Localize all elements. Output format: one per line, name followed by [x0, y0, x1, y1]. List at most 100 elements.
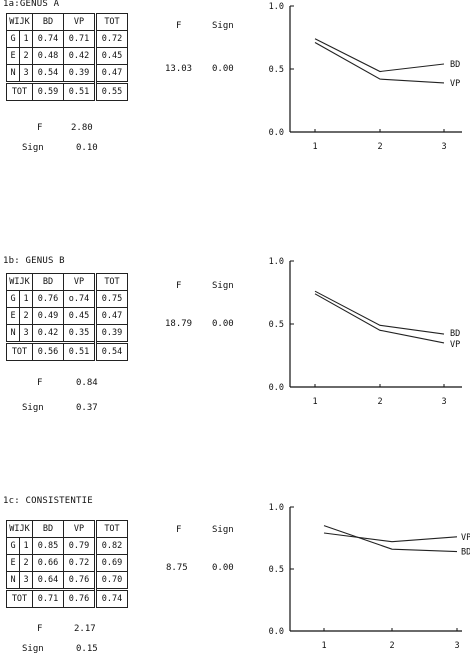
group-letter: E: [6, 554, 20, 572]
table-header-row: WIJK BD VP TOT: [6, 520, 128, 538]
series-line-bd: [314, 290, 445, 335]
total-row: TOT 0.71 0.76 0.74: [6, 588, 128, 608]
y-tick-label: 1.0: [269, 2, 284, 12]
col-sign-label: Sign: [22, 143, 44, 153]
table-row: E 2 0.49 0.45 0.47: [6, 307, 128, 325]
header-bd: BD: [32, 273, 64, 291]
y-tick-label: 0.0: [269, 627, 284, 637]
row-number: 3: [19, 64, 33, 83]
series-line-vp: [323, 532, 458, 543]
sign-header: Sign: [212, 525, 234, 535]
f-header: F: [176, 525, 182, 535]
row-sign-value: 0.00: [212, 319, 234, 329]
cell-tot: 0.82: [94, 537, 128, 555]
header-tot: TOT: [94, 273, 128, 291]
line-chart-genus-a: 0.0 0.5 1.0 1 2 3 BD VP: [269, 2, 462, 152]
row-number: 2: [19, 554, 33, 572]
table-header-row: WIJK BD VP TOT: [6, 13, 128, 31]
x-tick-label: 1: [312, 142, 317, 152]
col-f-label: F: [37, 624, 43, 634]
col-sign-label: Sign: [22, 403, 44, 413]
series-label-vp: VP: [461, 533, 470, 543]
total-tot: 0.55: [94, 81, 128, 101]
total-vp: 0.51: [63, 341, 96, 361]
means-table: WIJK BD VP TOT G 1 0.76 o.74 0.75 E 2 0.…: [6, 273, 128, 361]
x-tick-label: 2: [377, 397, 382, 407]
cell-vp: 0.45: [63, 307, 96, 325]
cell-vp: 0.35: [63, 324, 96, 343]
group-letter: G: [6, 30, 20, 48]
header-wijk: WIJK: [6, 13, 33, 31]
header-vp: VP: [63, 13, 96, 31]
table-row: E 2 0.48 0.42 0.45: [6, 47, 128, 65]
total-label: TOT: [6, 588, 33, 608]
group-letter: N: [6, 571, 20, 590]
col-f-value: 0.84: [76, 378, 98, 388]
cell-tot: 0.47: [94, 307, 128, 325]
table-row: N 3 0.42 0.35 0.39: [6, 324, 128, 343]
x-tick-label: 2: [389, 641, 394, 651]
series-label-vp: VP: [450, 340, 460, 350]
group-letter: E: [6, 47, 20, 65]
cell-tot: 0.45: [94, 47, 128, 65]
row-number: 2: [19, 47, 33, 65]
cell-bd: 0.74: [32, 30, 64, 48]
group-letter: G: [6, 537, 20, 555]
means-table: WIJK BD VP TOT G 1 0.85 0.79 0.82 E 2 0.…: [6, 520, 128, 608]
header-vp: VP: [63, 273, 96, 291]
cell-vp: 0.42: [63, 47, 96, 65]
row-number: 3: [19, 324, 33, 343]
panel-genus-b: 1b: GENUS B WIJK BD VP TOT G 1 0.76 o.74…: [0, 250, 470, 430]
header-tot: TOT: [94, 13, 128, 31]
cell-vp: 0.79: [63, 537, 96, 555]
table-row: E 2 0.66 0.72 0.69: [6, 554, 128, 572]
f-header: F: [176, 281, 182, 291]
header-vp: VP: [63, 520, 96, 538]
cell-bd: 0.85: [32, 537, 64, 555]
cell-bd: 0.54: [32, 64, 64, 83]
series-label-bd: BD: [461, 548, 470, 558]
series-line-vp: [314, 293, 445, 344]
col-sign-label: Sign: [22, 644, 44, 654]
total-bd: 0.56: [32, 341, 64, 361]
col-f-value: 2.80: [71, 123, 93, 133]
series-line-vp: [314, 42, 445, 84]
total-tot: 0.54: [94, 341, 128, 361]
total-vp: 0.76: [63, 588, 96, 608]
col-f-value: 2.17: [74, 624, 96, 634]
series-line-bd: [314, 38, 445, 73]
row-sign-value: 0.00: [212, 563, 234, 573]
y-tick-label: 0.0: [269, 383, 284, 393]
panel-genus-a: 1a:GENUS A WIJK BD VP TOT G 1 0.74 0.71 …: [0, 0, 470, 200]
group-letter: N: [6, 324, 20, 343]
cell-tot: 0.47: [94, 64, 128, 83]
group-letter: E: [6, 307, 20, 325]
y-tick-label: 1.0: [269, 257, 284, 267]
cell-vp: 0.71: [63, 30, 96, 48]
row-number: 1: [19, 537, 33, 555]
cell-bd: 0.48: [32, 47, 64, 65]
cell-vp: 0.76: [63, 571, 96, 590]
header-tot: TOT: [94, 520, 128, 538]
series-label-bd: BD: [450, 329, 460, 339]
row-f-value: 18.79: [165, 319, 193, 329]
y-tick-label: 0.5: [269, 565, 284, 575]
table-row: G 1 0.74 0.71 0.72: [6, 30, 128, 48]
cell-bd: 0.66: [32, 554, 64, 572]
x-tick-label: 2: [377, 142, 382, 152]
row-sign-value: 0.00: [212, 64, 234, 74]
cell-tot: 0.75: [94, 290, 128, 308]
sign-header: Sign: [212, 21, 234, 31]
y-tick-label: 0.5: [269, 320, 284, 330]
total-row: TOT 0.59 0.51 0.55: [6, 81, 128, 101]
total-bd: 0.71: [32, 588, 64, 608]
col-f-label: F: [37, 378, 43, 388]
means-table: WIJK BD VP TOT G 1 0.74 0.71 0.72 E 2 0.…: [6, 13, 128, 101]
col-f-label: F: [37, 123, 43, 133]
table-row: N 3 0.54 0.39 0.47: [6, 64, 128, 83]
row-number: 2: [19, 307, 33, 325]
table-row: G 1 0.85 0.79 0.82: [6, 537, 128, 555]
table-header-row: WIJK BD VP TOT: [6, 273, 128, 291]
total-row: TOT 0.56 0.51 0.54: [6, 341, 128, 361]
header-wijk: WIJK: [6, 273, 33, 291]
